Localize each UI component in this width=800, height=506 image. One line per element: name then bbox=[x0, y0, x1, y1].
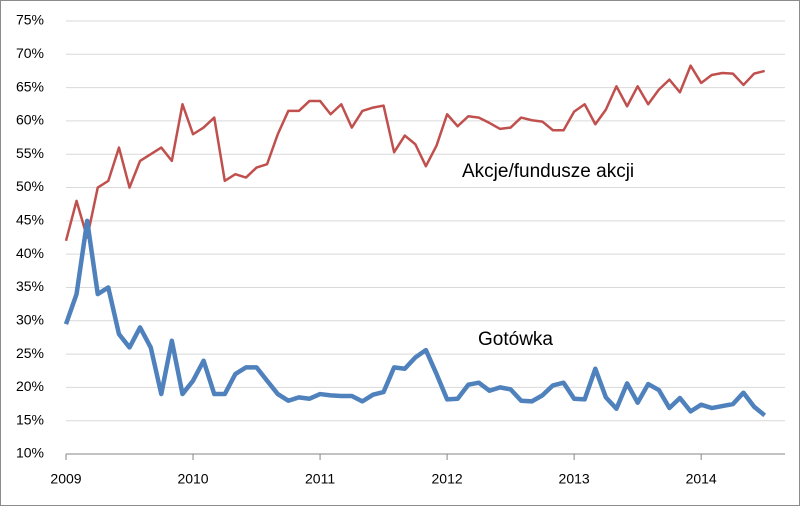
x-tick-label: 2011 bbox=[305, 471, 335, 487]
y-tick-label: 65% bbox=[16, 78, 44, 94]
y-tick-label: 25% bbox=[16, 345, 44, 361]
x-tick-label: 2009 bbox=[50, 471, 81, 487]
y-tick-label: 40% bbox=[16, 245, 44, 261]
x-tick-label: 2012 bbox=[432, 471, 463, 487]
y-tick-label: 35% bbox=[16, 278, 44, 294]
series-line bbox=[63, 218, 767, 418]
x-tick-label: 2010 bbox=[177, 471, 208, 487]
y-tick-label: 75% bbox=[16, 12, 44, 28]
y-tick-label: 20% bbox=[16, 378, 44, 394]
x-tick-label: 2013 bbox=[559, 471, 590, 487]
x-tick-label: 2014 bbox=[686, 471, 717, 487]
y-tick-label: 15% bbox=[16, 411, 44, 427]
y-tick-label: 55% bbox=[16, 145, 44, 161]
y-tick-label: 70% bbox=[16, 45, 44, 61]
series-label: Akcje/fundusze akcji bbox=[462, 161, 634, 182]
y-tick-label: 30% bbox=[16, 311, 44, 327]
series-line bbox=[64, 64, 765, 242]
y-tick-label: 50% bbox=[16, 178, 44, 194]
y-tick-label: 60% bbox=[16, 112, 44, 128]
y-tick-label: 45% bbox=[16, 212, 44, 228]
series-label: Gotówka bbox=[478, 329, 553, 350]
y-tick-label: 10% bbox=[16, 445, 44, 461]
